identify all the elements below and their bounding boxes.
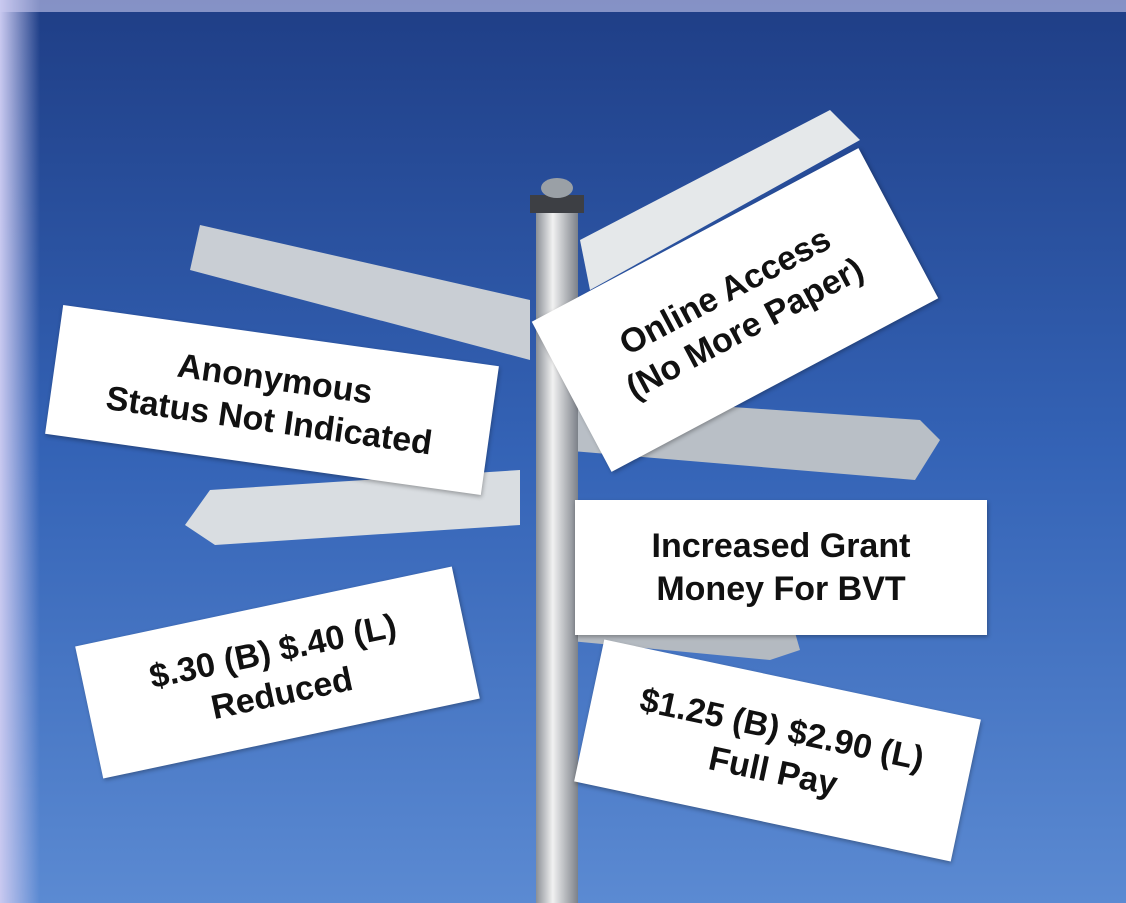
- sign-text: Increased Grant: [652, 525, 911, 568]
- edge-fade: [0, 0, 40, 903]
- pole-top: [541, 178, 573, 198]
- sign-text: Money For BVT: [656, 568, 905, 611]
- top-edge: [0, 0, 1126, 12]
- sign-label: Increased Grant Money For BVT: [575, 500, 987, 635]
- slide: Anonymous Status Not Indicated Online Ac…: [0, 0, 1126, 903]
